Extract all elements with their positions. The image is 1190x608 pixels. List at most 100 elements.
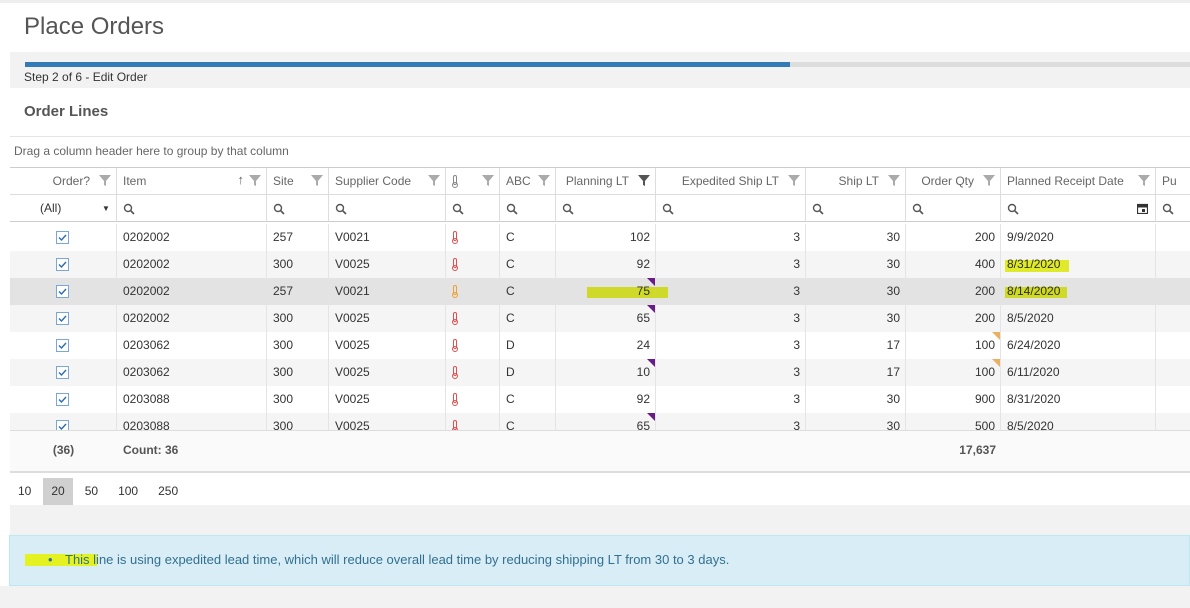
cell: 0203062 (123, 338, 170, 352)
thermo-icon (452, 339, 458, 352)
cell-border (445, 224, 446, 251)
column-header[interactable]: Item ↑ (117, 168, 267, 195)
cell-border (1155, 359, 1156, 386)
info-message: This line is using expedited lead time, … (65, 552, 730, 567)
filter-cell[interactable] (1156, 195, 1190, 222)
column-header[interactable]: Planned Receipt Date (1001, 168, 1156, 195)
checkbox[interactable] (56, 258, 69, 271)
column-header[interactable]: Expedited Ship LT (656, 168, 806, 195)
cell: V0021 (335, 284, 370, 298)
thermo-icon (452, 175, 458, 188)
cell: V0025 (335, 419, 370, 430)
top-edge (0, 0, 1190, 3)
cell: 9/9/2020 (1007, 230, 1054, 244)
filter-cell[interactable] (500, 195, 556, 222)
cell: V0025 (335, 365, 370, 379)
grid-row[interactable] (10, 332, 1190, 359)
cell: C (506, 392, 515, 406)
cell-border (328, 251, 329, 278)
thermo-icon (452, 285, 458, 298)
checkbox[interactable] (56, 339, 69, 352)
progress-fill (25, 62, 790, 67)
flag-marker (992, 359, 1000, 367)
column-header[interactable]: Pu (1156, 168, 1190, 195)
grid-border (10, 167, 1190, 168)
grid-row[interactable] (10, 251, 1190, 278)
page-size-option[interactable]: 20 (43, 478, 73, 505)
column-header[interactable]: Order Qty (906, 168, 1001, 195)
calendar-icon[interactable] (1137, 203, 1148, 214)
filter-cell[interactable] (656, 195, 806, 222)
grid-row[interactable] (10, 359, 1190, 386)
cell: 6/24/2020 (1007, 338, 1061, 352)
cell-border (1000, 332, 1001, 359)
cell: 0202002 (123, 230, 170, 244)
page-title: Place Orders (24, 13, 165, 40)
filter-cell[interactable] (329, 195, 446, 222)
cell-border (499, 332, 500, 359)
filter-cell[interactable] (446, 195, 500, 222)
cell-border (1000, 278, 1001, 305)
cell-border (328, 332, 329, 359)
cell-border (445, 251, 446, 278)
grid-row[interactable] (10, 413, 1190, 430)
flag-marker (647, 278, 655, 286)
column-title: Planned Receipt Date (1007, 174, 1124, 188)
filter-cell[interactable] (267, 195, 329, 222)
column-header[interactable]: Ship LT (806, 168, 906, 195)
cell-border (1000, 386, 1001, 413)
column-header[interactable] (446, 168, 500, 195)
checkbox[interactable] (56, 393, 69, 406)
cell: 8/5/2020 (1007, 311, 1054, 325)
page-size-option[interactable]: 100 (118, 484, 139, 498)
cell-border (905, 359, 906, 386)
checkbox[interactable] (56, 420, 69, 430)
cell: 3 (793, 257, 800, 271)
cell-border (499, 224, 500, 251)
cell: 0203088 (123, 419, 170, 430)
grid-row[interactable] (10, 224, 1190, 251)
cell: V0025 (335, 257, 370, 271)
column-header[interactable]: ABC (500, 168, 556, 195)
cell-border (266, 332, 267, 359)
cell-border (655, 305, 656, 332)
filter-cell[interactable] (806, 195, 906, 222)
thermo-icon (452, 366, 458, 379)
grid-row[interactable] (10, 386, 1190, 413)
checkbox[interactable] (56, 231, 69, 244)
page-size-option[interactable]: 250 (158, 484, 179, 498)
filter-cell[interactable] (906, 195, 1001, 222)
cell: 0202002 (123, 311, 170, 325)
column-header[interactable]: Site (267, 168, 329, 195)
cell-border (328, 224, 329, 251)
cell: C (506, 311, 515, 325)
page-size-option[interactable]: 50 (84, 484, 99, 498)
cell-border (499, 278, 500, 305)
cell: V0025 (335, 338, 370, 352)
filter-cell[interactable] (117, 195, 267, 222)
cell: 17 (886, 338, 900, 352)
page-size-option[interactable]: 10 (18, 484, 32, 498)
filter-select[interactable]: (All) (40, 201, 62, 215)
cell: 17 (886, 365, 900, 379)
checkbox[interactable] (56, 312, 69, 325)
filter-cell[interactable] (556, 195, 656, 222)
column-header[interactable]: Planning LT (556, 168, 656, 195)
cell-border (805, 278, 806, 305)
cell-border (805, 332, 806, 359)
group-hint[interactable]: Drag a column header here to group by th… (14, 144, 289, 158)
footer-order-count: (36) (52, 443, 75, 457)
cell-border (499, 305, 500, 332)
cell: V0021 (335, 230, 370, 244)
checkbox[interactable] (56, 366, 69, 379)
column-header[interactable]: Supplier Code (329, 168, 446, 195)
filter-cell[interactable] (1001, 195, 1156, 222)
grid-row[interactable] (10, 305, 1190, 332)
thermo-icon (452, 312, 458, 325)
thermo-icon (452, 258, 458, 271)
cell: D (506, 338, 515, 352)
filter-cell[interactable]: (All) ▼ (10, 195, 117, 222)
step-label: Step 2 of 6 - Edit Order (24, 70, 148, 84)
checkbox[interactable] (56, 285, 69, 298)
column-header[interactable]: Order? (10, 168, 117, 195)
